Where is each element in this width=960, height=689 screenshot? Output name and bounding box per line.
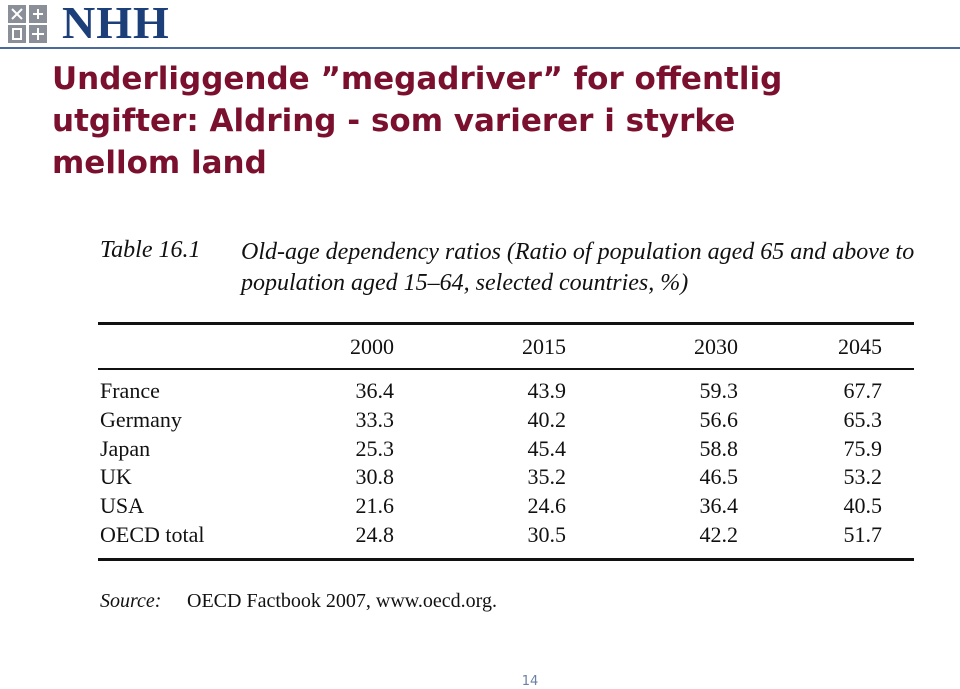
table-cell: 65.3 <box>843 406 883 432</box>
column-header: 2030 <box>694 334 738 359</box>
source-label: Source: <box>100 590 162 612</box>
table-rule <box>98 368 914 370</box>
table-label: Table 16.1 <box>100 237 201 263</box>
logo-icon <box>8 5 47 43</box>
slide-title: Underliggende ”megadriver” for offentlig… <box>52 61 783 181</box>
table-cell: 24.8 <box>355 522 395 547</box>
table-cell: 53.2 <box>843 464 883 490</box>
row-label: UK <box>100 464 132 490</box>
table-cell: 40.2 <box>527 406 567 432</box>
table-cell: 51.7 <box>843 522 883 547</box>
table-cell: 59.3 <box>699 378 739 403</box>
table-cell: 46.5 <box>699 464 739 490</box>
table-cell: 67.7 <box>843 378 883 403</box>
table-caption: Old-age dependency ratios (Ratio of popu… <box>241 239 915 296</box>
table-rule <box>98 558 914 561</box>
column-header: 2000 <box>350 334 394 359</box>
page-number: 14 <box>521 674 539 689</box>
row-label: France <box>100 378 160 403</box>
row-label: Japan <box>100 435 151 461</box>
table-cell: 45.4 <box>527 435 567 461</box>
header-rule <box>0 47 960 49</box>
table-cell: 25.3 <box>355 435 395 461</box>
table-cell: 30.8 <box>355 464 395 490</box>
logo: NHH <box>62 0 170 48</box>
table-cell: 21.6 <box>355 493 395 519</box>
source: OECD Factbook 2007, www.oecd.org. <box>187 590 497 612</box>
table-cell: 40.5 <box>843 493 883 519</box>
table-cell: 36.4 <box>355 378 395 403</box>
table-cell: 75.9 <box>843 435 883 461</box>
table-rule <box>98 322 914 325</box>
table-cell: 56.6 <box>699 406 739 432</box>
table-cell: 35.2 <box>527 464 567 490</box>
table-cell: 24.6 <box>527 493 567 519</box>
table-cell: 58.8 <box>699 435 739 461</box>
table-cell: 42.2 <box>699 522 739 547</box>
table-cell: 43.9 <box>527 378 567 403</box>
row-label: OECD total <box>100 522 205 547</box>
table-cell: 33.3 <box>355 406 395 432</box>
column-header: 2045 <box>838 334 882 359</box>
table-cell: 36.4 <box>699 493 739 519</box>
row-label: USA <box>100 493 145 519</box>
row-label: Germany <box>100 406 182 432</box>
column-header: 2015 <box>522 334 566 359</box>
table-cell: 30.5 <box>527 522 567 547</box>
